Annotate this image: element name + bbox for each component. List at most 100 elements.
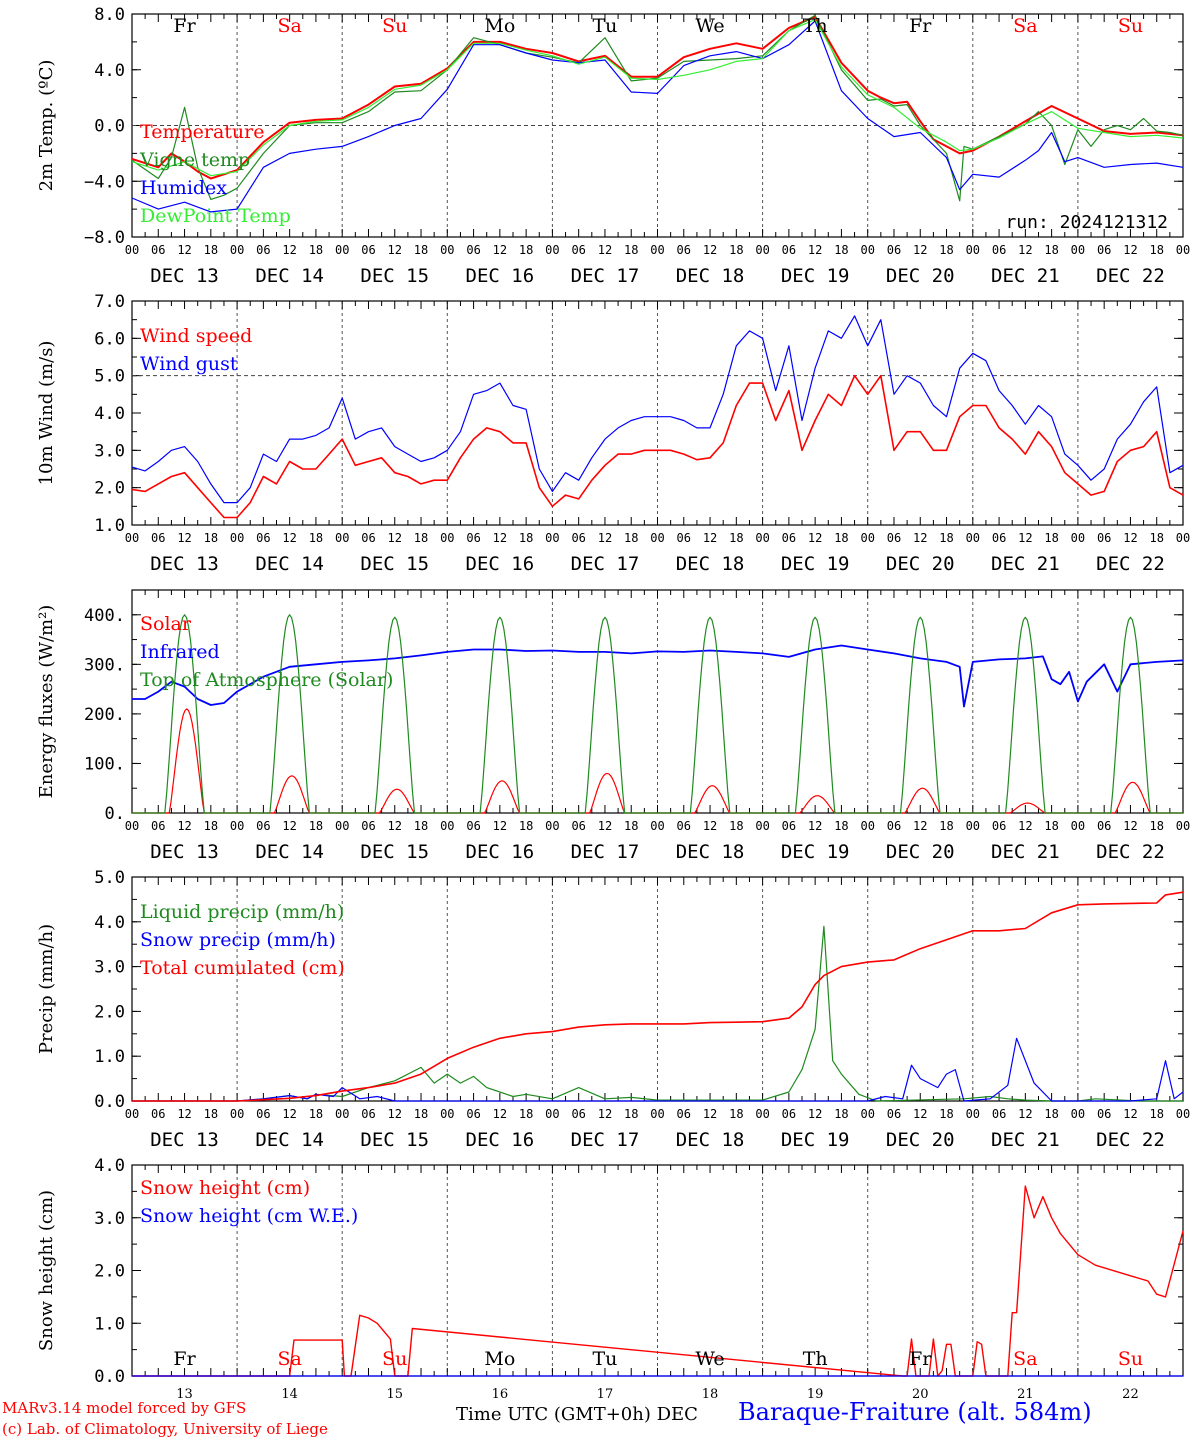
hour-tick-label: 00 bbox=[125, 819, 139, 833]
day-label: DEC 14 bbox=[255, 265, 324, 287]
day-number-label: 13 bbox=[176, 1387, 193, 1402]
weekday-label: Su bbox=[1118, 15, 1143, 37]
hour-tick-label: 00 bbox=[335, 819, 349, 833]
hour-tick-label: 18 bbox=[519, 531, 533, 545]
weekday-label: Su bbox=[382, 1348, 407, 1370]
hour-tick-label: 18 bbox=[519, 819, 533, 833]
hour-tick-label: 12 bbox=[598, 531, 612, 545]
hour-tick-label: 06 bbox=[1097, 819, 1111, 833]
hour-tick-label: 06 bbox=[151, 819, 165, 833]
y-axis-label: Energy fluxes (W/m²) bbox=[36, 605, 57, 799]
hour-tick-label: 06 bbox=[466, 819, 480, 833]
day-label: DEC 15 bbox=[360, 553, 429, 575]
hour-tick-label: 00 bbox=[966, 531, 980, 545]
hour-tick-label: 18 bbox=[729, 243, 743, 257]
hour-tick-label: 12 bbox=[703, 531, 717, 545]
day-label: DEC 18 bbox=[676, 265, 745, 287]
hour-tick-label: 00 bbox=[966, 243, 980, 257]
hour-tick-label: 00 bbox=[545, 243, 559, 257]
hour-tick-label: 00 bbox=[230, 243, 244, 257]
day-label: DEC 19 bbox=[781, 841, 850, 863]
day-label: DEC 13 bbox=[150, 553, 219, 575]
hour-tick-label: 18 bbox=[1044, 243, 1058, 257]
hour-tick-label: 18 bbox=[939, 819, 953, 833]
day-number-label: 18 bbox=[702, 1387, 719, 1402]
day-label: DEC 14 bbox=[255, 1129, 324, 1151]
hour-tick-label: 06 bbox=[571, 243, 585, 257]
y-tick-label: 100. bbox=[84, 754, 125, 774]
y-tick-label: 200. bbox=[84, 705, 125, 725]
y-tick-label: 2.0 bbox=[94, 1002, 125, 1022]
hour-tick-label: 06 bbox=[992, 243, 1006, 257]
hour-tick-label: 18 bbox=[309, 531, 323, 545]
y-tick-label: 4.0 bbox=[94, 404, 125, 424]
hour-tick-label: 18 bbox=[729, 819, 743, 833]
hour-tick-label: 00 bbox=[545, 819, 559, 833]
y-tick-label: 6.0 bbox=[94, 329, 125, 349]
day-label: DEC 21 bbox=[991, 841, 1060, 863]
hour-tick-label: 12 bbox=[913, 1107, 927, 1121]
hour-tick-label: 12 bbox=[1018, 819, 1032, 833]
weekday-label: Fr bbox=[909, 15, 932, 37]
weekday-label: Th bbox=[803, 1348, 828, 1370]
hour-tick-label: 06 bbox=[677, 819, 691, 833]
y-tick-label: 4.0 bbox=[94, 1156, 125, 1176]
hour-tick-label: 18 bbox=[414, 819, 428, 833]
y-tick-label: 8.0 bbox=[94, 5, 125, 25]
hour-tick-label: 00 bbox=[545, 1107, 559, 1121]
y-axis-label: Snow height (cm) bbox=[36, 1190, 57, 1351]
hour-tick-label: 12 bbox=[703, 819, 717, 833]
hour-tick-label: 18 bbox=[1149, 819, 1163, 833]
hour-tick-label: 00 bbox=[545, 531, 559, 545]
legend-entry: Top of Atmosphere (Solar) bbox=[140, 669, 393, 691]
hour-tick-label: 18 bbox=[1044, 531, 1058, 545]
hour-tick-label: 06 bbox=[1097, 1107, 1111, 1121]
series-total-cumulated-cm- bbox=[132, 891, 1184, 1102]
hour-tick-label: 18 bbox=[939, 243, 953, 257]
y-tick-label: 4.0 bbox=[94, 913, 125, 933]
hour-tick-label: 06 bbox=[256, 243, 270, 257]
day-number-label: 21 bbox=[1017, 1387, 1034, 1402]
hour-tick-label: 06 bbox=[782, 1107, 796, 1121]
run-label: run: 2024121312 bbox=[1005, 212, 1168, 233]
y-tick-label: −8.0 bbox=[84, 228, 125, 248]
hour-tick-label: 00 bbox=[230, 531, 244, 545]
weekday-label: Th bbox=[803, 15, 828, 37]
hour-tick-label: 18 bbox=[309, 243, 323, 257]
hour-tick-label: 12 bbox=[493, 1107, 507, 1121]
hour-tick-label: 12 bbox=[808, 531, 822, 545]
hour-tick-label: 06 bbox=[361, 531, 375, 545]
hour-tick-label: 06 bbox=[782, 819, 796, 833]
hour-tick-label: 00 bbox=[230, 1107, 244, 1121]
hour-tick-label: 12 bbox=[808, 243, 822, 257]
hour-tick-label: 18 bbox=[414, 1107, 428, 1121]
legend-entry: Infrared bbox=[140, 641, 220, 663]
panel-precip: 0.0 1.0 2.0 3.0 4.0 5.0 Precip (mm/h) Liquid pr… bbox=[36, 868, 1190, 1151]
hour-tick-label: 18 bbox=[834, 819, 848, 833]
hour-tick-label: 06 bbox=[151, 1107, 165, 1121]
hour-tick-label: 06 bbox=[677, 1107, 691, 1121]
hour-tick-label: 12 bbox=[493, 819, 507, 833]
y-axis-label: 2m Temp. (ºC) bbox=[36, 60, 57, 192]
y-tick-label: 1.0 bbox=[94, 1047, 125, 1067]
hour-tick-label: 00 bbox=[860, 819, 874, 833]
hour-tick-label: 06 bbox=[466, 1107, 480, 1121]
legend-entry: Temperature bbox=[140, 121, 264, 143]
hour-tick-label: 18 bbox=[309, 819, 323, 833]
y-tick-label: 4.0 bbox=[94, 61, 125, 81]
day-label: DEC 19 bbox=[781, 265, 850, 287]
hour-tick-label: 12 bbox=[808, 1107, 822, 1121]
day-label: DEC 18 bbox=[676, 553, 745, 575]
panel-snow: 0.0 1.0 2.0 3.0 4.0 Snow height (cm) Snow heig… bbox=[36, 1156, 1184, 1402]
hour-tick-label: 00 bbox=[650, 531, 664, 545]
hour-tick-label: 00 bbox=[755, 819, 769, 833]
hour-tick-label: 12 bbox=[598, 243, 612, 257]
y-tick-label: 0.0 bbox=[94, 1367, 125, 1387]
hour-tick-label: 00 bbox=[440, 531, 454, 545]
y-tick-label: 5.0 bbox=[94, 367, 125, 387]
panel-energy: 0. 100. 200. 300. 400. Energy fluxes (W/m²) So… bbox=[36, 589, 1190, 863]
panel-wind: 1.0 2.0 3.0 4.0 5.0 6.0 7.0 10m Wind (m/s) Wind … bbox=[36, 292, 1190, 575]
day-number-label: 14 bbox=[281, 1387, 298, 1402]
series-infrared bbox=[132, 644, 1184, 708]
day-label: DEC 14 bbox=[255, 841, 324, 863]
